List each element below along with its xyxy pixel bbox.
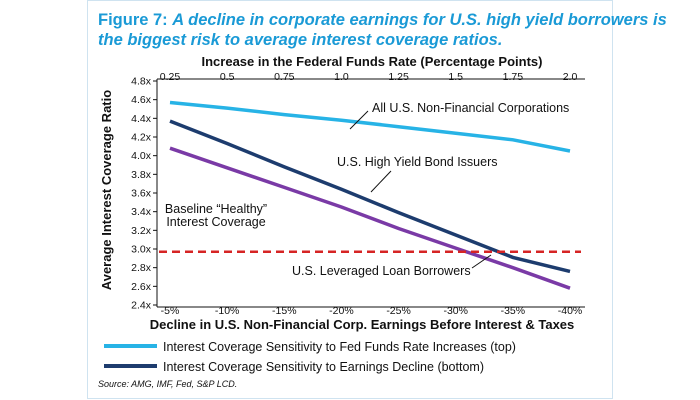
loan-label: U.S. Leveraged Loan Borrowers bbox=[292, 264, 471, 278]
top-axis-ticks: 0.25 0.5 0.75 1.0 1.25 1.5 1.75 2.0 bbox=[160, 71, 578, 83]
top-tick-label: 1.0 bbox=[334, 71, 349, 83]
y-tick-label: 3.4x bbox=[131, 206, 152, 218]
top-tick-label: 1.5 bbox=[448, 71, 463, 83]
bottom-tick-label: -40% bbox=[558, 305, 583, 317]
top-tick-label: 0.5 bbox=[220, 71, 235, 83]
top-tick-label: 0.75 bbox=[274, 71, 295, 83]
baseline-label-line2: Interest Coverage bbox=[166, 215, 265, 229]
series-layer bbox=[159, 100, 581, 290]
legend: Interest Coverage Sensitivity to Fed Fun… bbox=[104, 340, 516, 374]
y-tick-label: 3.6x bbox=[131, 188, 152, 200]
annotations: All U.S. Non-Financial Corporations U.S.… bbox=[165, 101, 569, 278]
loan-leader-line bbox=[471, 254, 492, 269]
top-tick-label: 0.25 bbox=[160, 71, 181, 83]
y-tick-label: 4.6x bbox=[131, 94, 152, 106]
top-tick-label: 1.75 bbox=[503, 71, 524, 83]
bottom-tick-label: -10% bbox=[215, 305, 240, 317]
y-tick-label: 2.8x bbox=[131, 262, 152, 274]
y-tick-label: 4.2x bbox=[131, 132, 152, 144]
bottom-axis-title: Decline in U.S. Non-Financial Corp. Earn… bbox=[150, 317, 575, 332]
bottom-tick-label: -15% bbox=[272, 305, 297, 317]
bottom-tick-label: -25% bbox=[386, 305, 411, 317]
bottom-axis-ticks: -5% -10% -15% -20% -25% -30% -35% -40% bbox=[161, 305, 583, 317]
series-all-corp-line bbox=[169, 100, 571, 153]
figure-title-line2: the biggest risk to average interest cov… bbox=[98, 31, 502, 49]
y-tick-label: 2.6x bbox=[131, 281, 152, 293]
figure-title-text1: A decline in corporate earnings for U.S.… bbox=[171, 11, 667, 29]
bottom-tick-label: -30% bbox=[443, 305, 468, 317]
y-tick-label: 4.4x bbox=[131, 113, 152, 125]
hy-bond-leader-line bbox=[370, 170, 392, 193]
y-axis-ticks: 2.4x 2.6x 2.8x 3.0x 3.2x 3.4x 3.6x 3.8x 4.0x 4.2x… bbox=[131, 76, 157, 312]
y-tick-label: 3.8x bbox=[131, 169, 152, 181]
series-loan-line bbox=[169, 146, 571, 290]
top-axis-title: Increase in the Federal Funds Rate (Perc… bbox=[202, 54, 543, 69]
figure-title-line1: Figure 7: A decline in corporate earning… bbox=[98, 11, 667, 29]
bottom-tick-label: -5% bbox=[161, 305, 180, 317]
baseline-label-line1: Baseline “Healthy” bbox=[165, 202, 267, 216]
all-corp-label: All U.S. Non-Financial Corporations bbox=[372, 101, 569, 115]
y-tick-label: 2.4x bbox=[131, 300, 152, 312]
series-hy-bond-line bbox=[169, 119, 571, 274]
y-tick-label: 3.2x bbox=[131, 225, 152, 237]
bottom-tick-label: -20% bbox=[329, 305, 354, 317]
hy-bond-label: U.S. High Yield Bond Issuers bbox=[337, 155, 498, 169]
top-tick-label: 2.0 bbox=[563, 71, 578, 83]
top-tick-label: 1.25 bbox=[388, 71, 409, 83]
y-tick-label: 4.8x bbox=[131, 76, 152, 88]
y-tick-label: 3.0x bbox=[131, 244, 152, 256]
y-tick-label: 4.0x bbox=[131, 150, 152, 162]
source-note: Source: AMG, IMF, Fed, S&P LCD. bbox=[98, 379, 237, 389]
figure-frame bbox=[87, 0, 613, 399]
y-axis-title: Average Interest Coverage Ratio bbox=[99, 90, 114, 290]
all-corp-leader-line bbox=[349, 110, 369, 130]
legend-label-bottom: Interest Coverage Sensitivity to Earning… bbox=[163, 360, 484, 374]
figure-label: Figure 7: bbox=[98, 11, 172, 29]
legend-label-top: Interest Coverage Sensitivity to Fed Fun… bbox=[163, 340, 516, 354]
bottom-tick-label: -35% bbox=[501, 305, 526, 317]
